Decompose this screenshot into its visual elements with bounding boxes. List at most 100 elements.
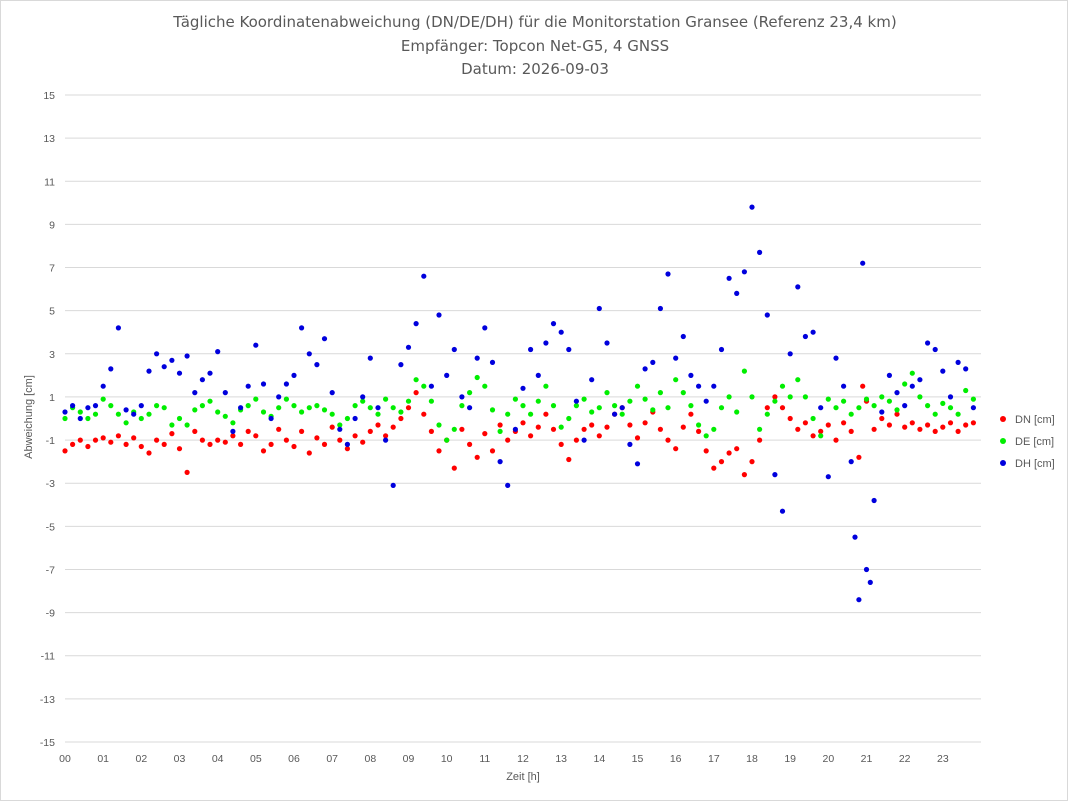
data-point-dh (604, 340, 610, 346)
data-point-de (841, 398, 847, 404)
data-point-dn (688, 411, 694, 417)
data-point-de (963, 387, 969, 394)
y-tick-label: -11 (41, 651, 56, 663)
data-point-dh (757, 249, 763, 255)
data-point-de (612, 403, 618, 409)
data-point-dn (138, 443, 144, 450)
data-point-de (619, 411, 625, 417)
data-point-dh (894, 390, 900, 396)
data-point-de (642, 396, 648, 402)
data-point-dn (657, 426, 664, 432)
chart-date: Datum: 2026-09-03 (461, 60, 609, 78)
data-point-de (703, 433, 709, 439)
data-point-dh (917, 377, 923, 383)
data-point-dn (199, 437, 205, 443)
data-point-de (283, 396, 289, 402)
data-point-dn (268, 441, 274, 447)
data-point-de (321, 407, 328, 413)
data-point-dh (688, 372, 694, 378)
data-point-dh (482, 325, 488, 331)
data-point-dn (634, 435, 641, 441)
data-point-de (947, 405, 954, 411)
data-point-dh (711, 383, 717, 389)
y-tick-label: -3 (46, 478, 55, 490)
data-point-de (863, 396, 870, 402)
data-point-dh (85, 405, 91, 411)
data-point-de (886, 398, 893, 404)
data-point-dh (550, 321, 557, 327)
data-point-dn (108, 439, 114, 445)
data-point-dh (848, 459, 854, 465)
data-point-dh (665, 271, 671, 277)
x-tick-label: 16 (670, 753, 682, 765)
data-point-dn (543, 411, 549, 417)
data-point-dn (405, 405, 412, 411)
data-point-dn (894, 411, 900, 417)
data-points (62, 204, 977, 603)
data-point-dn (291, 443, 297, 450)
data-point-dn (154, 437, 160, 443)
data-point-dh (612, 411, 618, 417)
data-point-dh (955, 359, 961, 365)
x-tick-label: 10 (441, 753, 453, 765)
data-point-de (726, 394, 732, 400)
data-point-dh (879, 409, 885, 415)
data-point-de (696, 422, 702, 428)
data-point-de (77, 409, 83, 415)
data-point-de (825, 396, 831, 402)
data-point-de (634, 383, 641, 389)
data-point-dh (367, 355, 373, 361)
data-point-de (741, 368, 748, 374)
data-point-dn (711, 465, 717, 471)
data-point-dn (276, 426, 282, 432)
data-point-de (306, 405, 312, 411)
data-point-dh (657, 305, 664, 312)
data-point-dn (825, 422, 831, 428)
data-point-de (413, 377, 419, 383)
data-point-dh (390, 482, 396, 488)
data-point-dh (70, 403, 76, 409)
data-point-dh (505, 482, 511, 488)
data-point-de (558, 424, 564, 430)
data-point-dh (421, 273, 427, 279)
data-point-dn (337, 437, 343, 443)
data-point-dn (176, 446, 183, 452)
data-point-dh (734, 290, 740, 296)
data-point-dh (131, 411, 137, 417)
data-point-dn (879, 415, 885, 422)
data-point-dn (314, 435, 320, 441)
data-point-de (451, 426, 457, 432)
data-point-dh (902, 403, 908, 409)
data-point-dn (673, 446, 679, 452)
data-point-de (176, 415, 183, 422)
data-point-dn (550, 426, 557, 432)
data-point-dh (138, 403, 144, 409)
data-point-de (909, 370, 915, 376)
data-point-dh (535, 372, 541, 378)
data-point-dh (852, 534, 858, 540)
data-point-dn (772, 394, 778, 400)
data-point-de (688, 403, 694, 409)
data-point-de (673, 377, 679, 383)
data-point-dh (596, 305, 602, 312)
data-point-de (680, 390, 686, 396)
x-tick-label: 17 (708, 753, 720, 765)
legend-label: DN [cm] (1015, 414, 1055, 426)
data-point-dn (489, 448, 496, 454)
data-point-de (764, 411, 770, 417)
x-tick-label: 19 (784, 753, 796, 765)
data-point-de (734, 409, 740, 415)
y-tick-label: 13 (43, 133, 55, 145)
data-point-de (299, 409, 305, 415)
x-tick-label: 20 (822, 753, 834, 765)
data-point-de (383, 396, 389, 402)
x-tick-label: 22 (899, 753, 911, 765)
x-tick-label: 06 (288, 753, 300, 765)
data-point-dn (970, 420, 977, 426)
data-point-dn (802, 420, 809, 426)
data-point-dn (573, 437, 580, 443)
x-tick-label: 21 (861, 753, 873, 765)
data-point-dh (375, 405, 381, 411)
data-point-dn (398, 415, 404, 422)
data-point-dh (886, 372, 893, 378)
